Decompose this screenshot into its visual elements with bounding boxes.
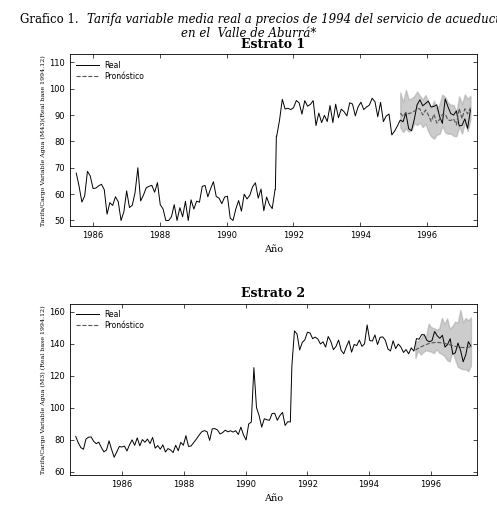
Text: Grafico 1.: Grafico 1. [20,13,79,26]
Pronóstico [420,112,426,118]
Real [199,183,205,189]
Real [400,119,406,125]
Real [73,170,79,176]
Pronóstico [439,111,445,117]
Pronóstico [436,116,442,122]
Title: Estrato 2: Estrato 2 [241,286,306,299]
Real [369,95,375,101]
X-axis label: Año: Año [264,494,283,503]
Pronóstico [463,345,469,351]
Pronóstico [409,110,414,116]
Pronóstico [422,107,428,113]
Real [468,107,474,113]
Pronóstico [441,340,447,347]
Line: Pronóstico: Pronóstico [415,343,471,350]
Pronóstico [397,110,403,116]
Pronóstico [431,339,437,346]
Pronóstico [448,117,454,124]
Pronóstico [460,345,466,351]
Pronóstico [423,342,429,348]
Real [364,322,370,328]
Real [215,427,221,433]
Legend: Real, Pronóstico: Real, Pronóstico [74,58,147,83]
Y-axis label: Tarifa/Cargo Variable Agua (M3) (Real base 1994.12): Tarifa/Cargo Variable Agua (M3) (Real ba… [41,305,46,473]
Pronóstico [403,109,409,115]
Real [468,343,474,349]
Real [73,433,79,440]
Real [395,123,401,129]
Real [355,104,361,110]
Pronóstico [417,344,423,350]
Pronóstico [449,343,455,349]
Real [401,349,407,356]
Pronóstico [451,116,457,122]
Real [101,186,107,193]
Line: Pronóstico: Pronóstico [400,107,471,125]
Pronóstico [468,344,474,350]
Pronóstico [465,111,471,117]
Pronóstico [457,344,463,350]
Pronóstico [425,340,431,347]
Pronóstico [415,346,421,352]
Pronóstico [413,347,418,353]
Pronóstico [412,108,417,114]
Pronóstico [452,343,458,349]
Real [416,336,422,343]
Pronóstico [420,343,426,349]
Pronóstico [439,340,445,346]
Real [372,332,378,338]
Real [325,333,331,339]
Pronóstico [406,111,412,117]
Pronóstico [462,106,468,112]
Pronóstico [431,111,437,117]
Pronóstico [442,111,448,117]
Text: Tarifa variable media real a precios de 1994 del servicio de acueducto: Tarifa variable media real a precios de … [87,13,497,26]
Pronóstico [428,118,434,125]
Line: Real: Real [76,325,471,457]
Pronóstico [447,342,453,348]
Pronóstico [444,341,450,347]
Pronóstico [425,112,431,118]
Pronóstico [414,105,420,112]
Real [135,165,141,171]
Pronóstico [453,122,459,128]
Pronóstico [465,344,471,350]
Pronóstico [445,117,451,123]
Pronóstico [434,120,440,126]
Pronóstico [459,116,465,122]
Real [111,454,117,460]
Pronóstico [455,344,461,350]
Pronóstico [456,105,462,112]
Pronóstico [428,340,434,346]
Line: Real: Real [76,98,471,221]
Pronóstico [433,339,439,346]
X-axis label: Año: Año [264,245,283,254]
Y-axis label: Tarifa/Cargo Variable Agua (M43)(Real base 1994.12): Tarifa/Cargo Variable Agua (M43)(Real ba… [41,55,46,225]
Real [118,217,124,224]
Real [212,426,218,432]
Pronóstico [417,106,423,112]
Pronóstico [400,114,406,120]
Text: en el  Valle de Aburrá*: en el Valle de Aburrá* [181,27,316,40]
Legend: Real, Pronóstico: Real, Pronóstico [74,307,147,332]
Pronóstico [436,339,442,346]
Pronóstico [468,104,474,111]
Title: Estrato 1: Estrato 1 [241,37,306,50]
